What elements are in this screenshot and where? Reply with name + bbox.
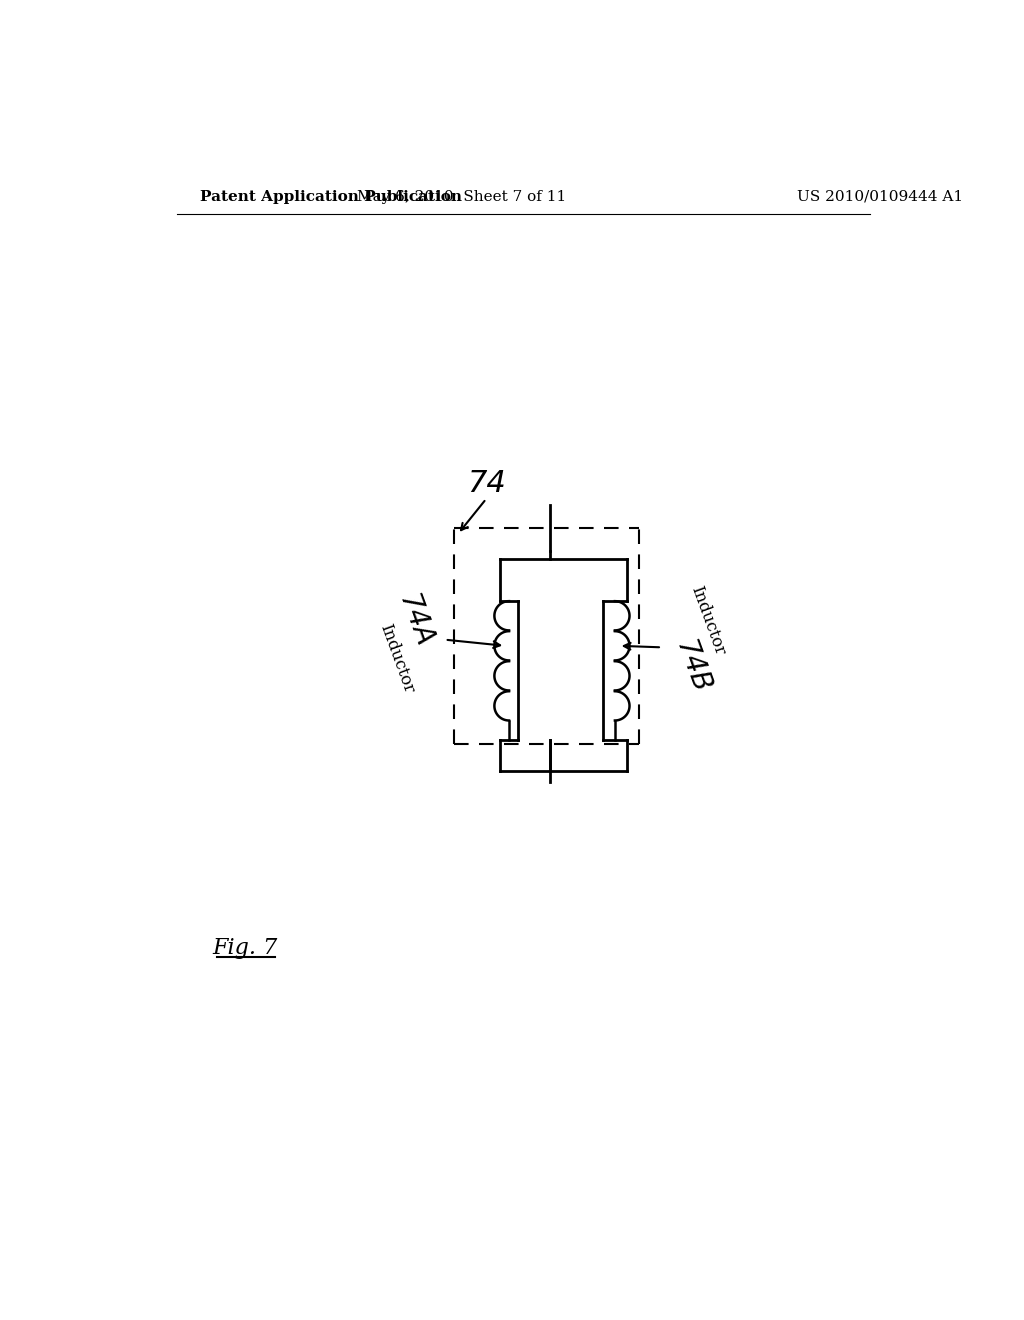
- Text: 74B: 74B: [671, 636, 715, 697]
- Text: May 6, 2010  Sheet 7 of 11: May 6, 2010 Sheet 7 of 11: [357, 190, 566, 203]
- Text: Patent Application Publication: Patent Application Publication: [200, 190, 462, 203]
- Text: Inductor: Inductor: [376, 622, 417, 696]
- Text: 74A: 74A: [393, 590, 438, 651]
- Text: Inductor: Inductor: [688, 583, 728, 657]
- Text: US 2010/0109444 A1: US 2010/0109444 A1: [797, 190, 963, 203]
- Text: 74: 74: [467, 469, 506, 498]
- Text: Fig. 7: Fig. 7: [212, 937, 278, 958]
